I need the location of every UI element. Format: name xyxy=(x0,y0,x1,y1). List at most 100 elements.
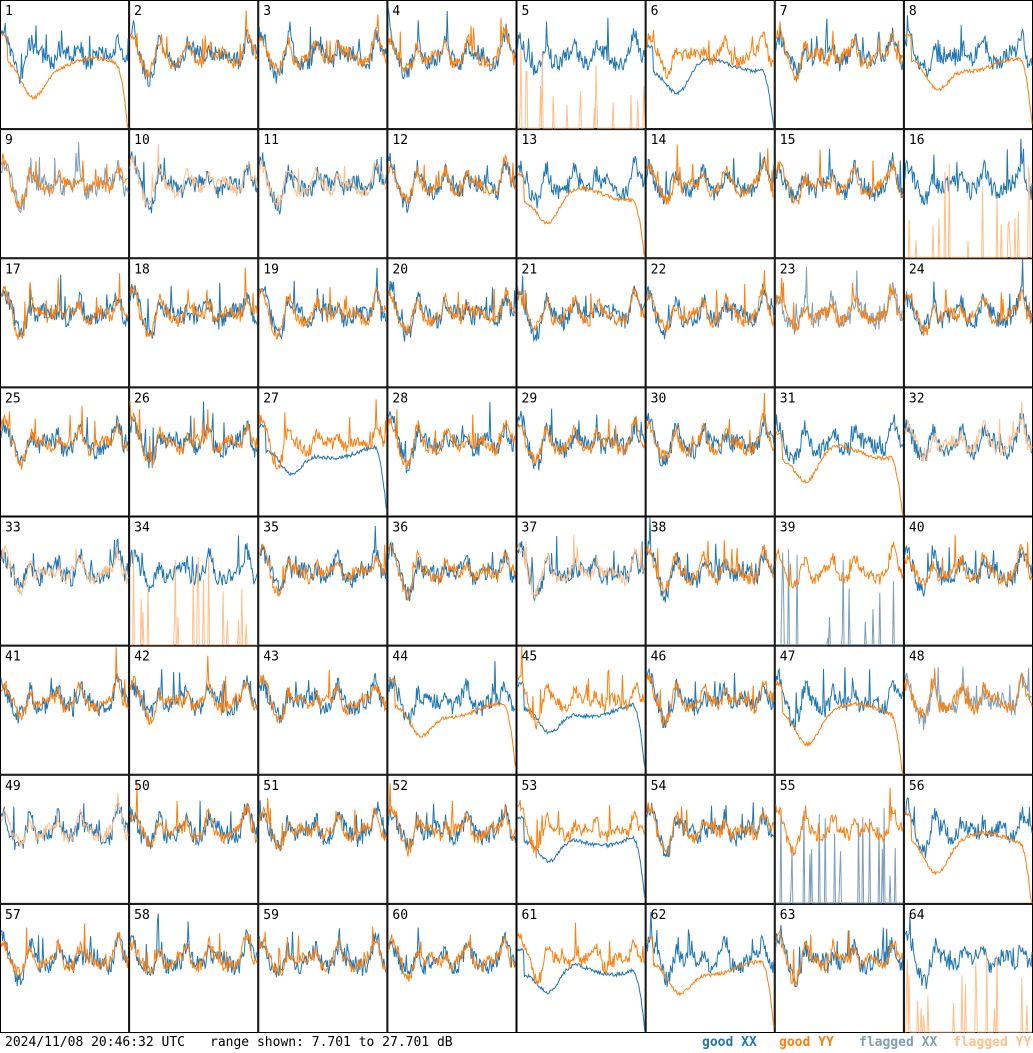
panel-11: 11 xyxy=(258,129,388,259)
series-line-good-yy xyxy=(0,273,129,340)
legend-flagged-xx: flagged XX xyxy=(859,1035,938,1050)
series-line-good-yy xyxy=(387,783,516,857)
panel-frame xyxy=(903,129,1033,259)
series-line-good-yy xyxy=(258,797,387,851)
series-line-flagged-yy xyxy=(129,144,258,208)
panel-label: 34 xyxy=(134,521,150,536)
panel-label: 25 xyxy=(5,391,21,406)
series-line-good-yy xyxy=(129,932,258,975)
panel-label: 52 xyxy=(392,779,408,794)
series-line-good-yy xyxy=(258,669,387,724)
series-line-good-yy xyxy=(646,270,775,333)
series-line-good-xx xyxy=(258,673,387,724)
series-line-good-yy xyxy=(129,783,258,848)
panel-label: 60 xyxy=(392,908,408,923)
series-line-good-xx xyxy=(387,152,516,214)
panel-frame xyxy=(129,129,259,259)
legend-good-yy: good YY xyxy=(779,1035,834,1050)
panel-23: 23 xyxy=(774,258,904,388)
panel-label: 21 xyxy=(522,262,538,277)
panel-46: 46 xyxy=(645,645,775,775)
panel-label: 26 xyxy=(134,391,150,406)
panel-label: 61 xyxy=(522,908,538,923)
panel-label: 23 xyxy=(780,262,796,277)
series-line-good-yy xyxy=(775,431,904,516)
series-line-good-yy xyxy=(387,287,516,335)
panel-label: 20 xyxy=(392,262,408,277)
panel-label: 12 xyxy=(392,133,408,148)
panel-label: 32 xyxy=(909,391,925,406)
series-line-good-yy xyxy=(646,802,775,856)
panel-40: 40 xyxy=(903,516,1033,646)
series-line-good-yy xyxy=(775,929,904,987)
panel-2: 2 xyxy=(129,0,259,130)
panel-label: 40 xyxy=(909,521,925,536)
panel-label: 59 xyxy=(263,908,279,923)
panel-label: 30 xyxy=(651,391,667,406)
series-line-flagged-yy xyxy=(130,552,258,646)
panel-label: 5 xyxy=(522,4,530,19)
panel-label: 3 xyxy=(263,4,271,19)
panel-62: 62 xyxy=(645,903,775,1033)
series-line-good-yy xyxy=(129,10,258,78)
panel-label: 42 xyxy=(134,650,150,665)
series-line-good-yy xyxy=(646,936,775,1028)
series-line-good-yy xyxy=(775,787,904,856)
panel-frame xyxy=(516,516,646,646)
series-line-good-xx xyxy=(517,815,646,898)
series-line-good-yy xyxy=(904,810,1033,904)
panel-22: 22 xyxy=(645,258,775,388)
panel-frame xyxy=(0,645,130,775)
panel-label: 45 xyxy=(522,650,538,665)
panel-label: 2 xyxy=(134,4,142,19)
series-line-good-yy xyxy=(646,673,775,727)
series-line-good-xx xyxy=(517,408,646,471)
panel-label: 31 xyxy=(780,391,796,406)
panel-59: 59 xyxy=(258,903,388,1033)
series-line-good-yy xyxy=(646,392,775,462)
series-line-good-xx xyxy=(646,152,775,205)
series-line-good-xx xyxy=(0,23,129,84)
series-line-good-yy xyxy=(0,647,129,721)
series-line-good-yy xyxy=(517,286,646,331)
series-line-flagged-yy xyxy=(904,952,1032,1033)
panel-label: 64 xyxy=(909,908,925,923)
series-line-flagged-yy xyxy=(517,47,646,129)
series-line-good-xx xyxy=(646,44,775,129)
panel-frame xyxy=(258,645,388,775)
series-line-flagged-yy xyxy=(0,793,129,848)
series-line-flagged-yy xyxy=(904,163,1032,258)
series-line-good-xx xyxy=(388,280,516,342)
series-line-good-yy xyxy=(129,655,258,725)
panel-label: 54 xyxy=(651,779,667,794)
panel-58: 58 xyxy=(129,903,259,1033)
panel-label: 14 xyxy=(651,133,667,148)
panel-frame xyxy=(774,258,904,388)
panel-label: 16 xyxy=(909,133,925,148)
panel-label: 55 xyxy=(780,779,796,794)
panel-label: 48 xyxy=(909,650,925,665)
panel-31: 31 xyxy=(774,387,904,517)
panel-label: 6 xyxy=(651,4,659,19)
panel-24: 24 xyxy=(903,258,1033,388)
series-line-good-yy xyxy=(0,405,129,470)
series-line-good-yy xyxy=(388,677,516,770)
series-line-good-yy xyxy=(646,144,775,205)
series-line-good-xx xyxy=(387,541,516,602)
panel-label: 18 xyxy=(134,262,150,277)
series-line-good-yy xyxy=(258,286,387,340)
series-line-flagged-xx xyxy=(775,807,903,904)
panel-label: 56 xyxy=(909,779,925,794)
panel-55: 55 xyxy=(774,774,904,904)
series-line-good-yy xyxy=(387,544,516,602)
panel-19: 19 xyxy=(258,258,388,388)
series-line-good-yy xyxy=(517,646,646,730)
panel-label: 9 xyxy=(5,133,13,148)
series-line-good-xx xyxy=(517,535,646,602)
panel-label: 37 xyxy=(522,521,538,536)
panel-39: 39 xyxy=(774,516,904,646)
series-line-good-yy xyxy=(387,934,516,982)
panel-frame xyxy=(516,645,646,775)
panel-label: 41 xyxy=(5,650,21,665)
